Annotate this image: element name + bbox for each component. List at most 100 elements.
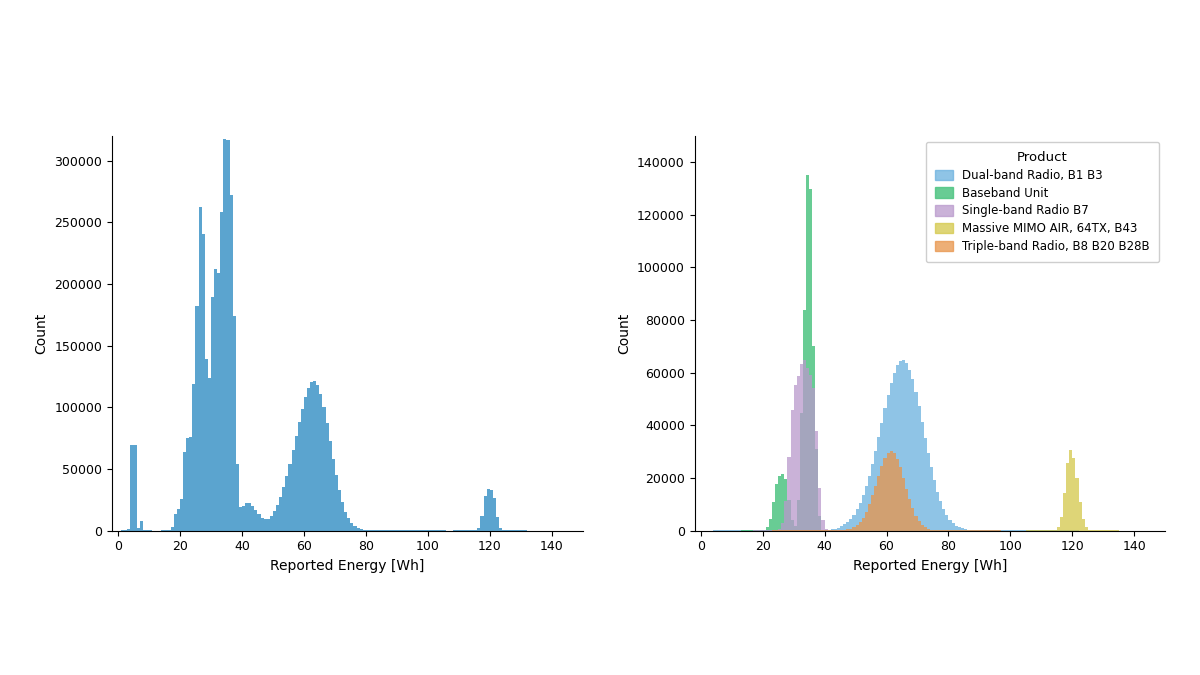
Bar xyxy=(856,510,859,531)
Bar xyxy=(844,524,846,531)
Bar xyxy=(883,458,887,531)
Bar xyxy=(341,502,344,531)
Bar xyxy=(911,379,914,531)
Bar xyxy=(781,474,785,531)
Bar xyxy=(955,526,958,531)
Bar xyxy=(778,529,781,531)
Bar xyxy=(818,488,822,531)
Bar xyxy=(914,516,918,531)
X-axis label: Reported Energy [Wh]: Reported Energy [Wh] xyxy=(270,559,425,573)
Bar xyxy=(131,445,133,531)
Bar xyxy=(239,507,242,531)
Bar xyxy=(932,481,936,531)
Bar xyxy=(936,491,940,531)
Bar xyxy=(803,310,806,531)
Bar xyxy=(180,499,184,531)
Bar xyxy=(812,346,815,531)
Bar xyxy=(272,512,276,531)
Bar xyxy=(295,436,298,531)
Bar xyxy=(806,368,809,531)
Bar xyxy=(229,195,233,531)
Bar xyxy=(137,529,139,531)
Bar xyxy=(766,527,769,531)
Bar xyxy=(893,373,896,531)
Bar xyxy=(778,476,781,531)
Bar xyxy=(926,453,930,531)
Bar xyxy=(1073,458,1075,531)
Bar xyxy=(325,423,329,531)
Bar xyxy=(1060,517,1063,531)
Bar xyxy=(286,476,288,531)
Bar xyxy=(852,527,856,531)
Bar xyxy=(499,528,502,531)
Bar xyxy=(865,486,868,531)
Bar xyxy=(1088,530,1091,531)
Bar xyxy=(926,529,930,531)
Bar xyxy=(254,510,258,531)
Bar xyxy=(905,363,908,531)
Bar xyxy=(1085,527,1088,531)
Bar xyxy=(280,497,282,531)
Bar xyxy=(301,408,304,531)
Bar xyxy=(793,526,797,531)
Bar xyxy=(952,523,955,531)
Bar xyxy=(859,503,862,531)
Bar xyxy=(908,499,911,531)
Bar xyxy=(1066,462,1069,531)
Bar xyxy=(184,452,186,531)
Bar xyxy=(192,384,196,531)
Bar xyxy=(310,382,313,531)
Bar xyxy=(1069,450,1073,531)
Bar xyxy=(242,506,245,531)
Bar xyxy=(887,453,889,531)
Bar xyxy=(946,515,948,531)
Bar xyxy=(292,450,295,531)
Bar xyxy=(852,514,856,531)
Bar xyxy=(905,489,908,531)
Bar xyxy=(1054,530,1057,531)
Bar xyxy=(223,139,227,531)
Bar xyxy=(830,529,834,531)
Bar xyxy=(319,394,323,531)
Bar xyxy=(856,525,859,531)
Bar xyxy=(493,498,496,531)
Bar xyxy=(815,431,818,531)
Bar xyxy=(914,392,918,531)
Bar xyxy=(785,479,787,531)
Bar xyxy=(1081,519,1085,531)
Bar xyxy=(344,512,347,531)
Bar xyxy=(307,387,310,531)
Bar xyxy=(245,504,248,531)
Bar xyxy=(958,527,961,531)
Bar xyxy=(484,495,487,531)
Bar xyxy=(883,408,887,531)
Bar xyxy=(920,422,924,531)
Bar xyxy=(850,529,852,531)
Bar xyxy=(214,269,217,531)
Legend: Dual-band Radio, B1 B3, Baseband Unit, Single-band Radio B7, Massive MIMO AIR, 6: Dual-band Radio, B1 B3, Baseband Unit, S… xyxy=(925,142,1159,263)
Bar xyxy=(877,437,881,531)
Bar xyxy=(282,487,286,531)
Bar xyxy=(889,452,893,531)
Bar xyxy=(251,506,254,531)
Bar xyxy=(924,527,926,531)
Bar xyxy=(350,523,354,531)
Bar xyxy=(1057,527,1060,531)
Bar xyxy=(775,484,778,531)
Bar xyxy=(211,297,214,531)
Bar xyxy=(862,495,865,531)
Bar xyxy=(198,207,202,531)
Bar xyxy=(235,464,239,531)
Bar xyxy=(868,476,871,531)
Bar xyxy=(896,459,899,531)
Bar xyxy=(176,509,180,531)
Bar xyxy=(846,522,850,531)
Bar xyxy=(785,501,787,531)
Bar xyxy=(313,381,317,531)
Bar xyxy=(930,467,932,531)
Bar xyxy=(924,437,926,531)
Bar xyxy=(487,489,490,531)
Bar xyxy=(127,529,131,531)
Bar xyxy=(964,529,967,531)
Bar xyxy=(208,378,211,531)
